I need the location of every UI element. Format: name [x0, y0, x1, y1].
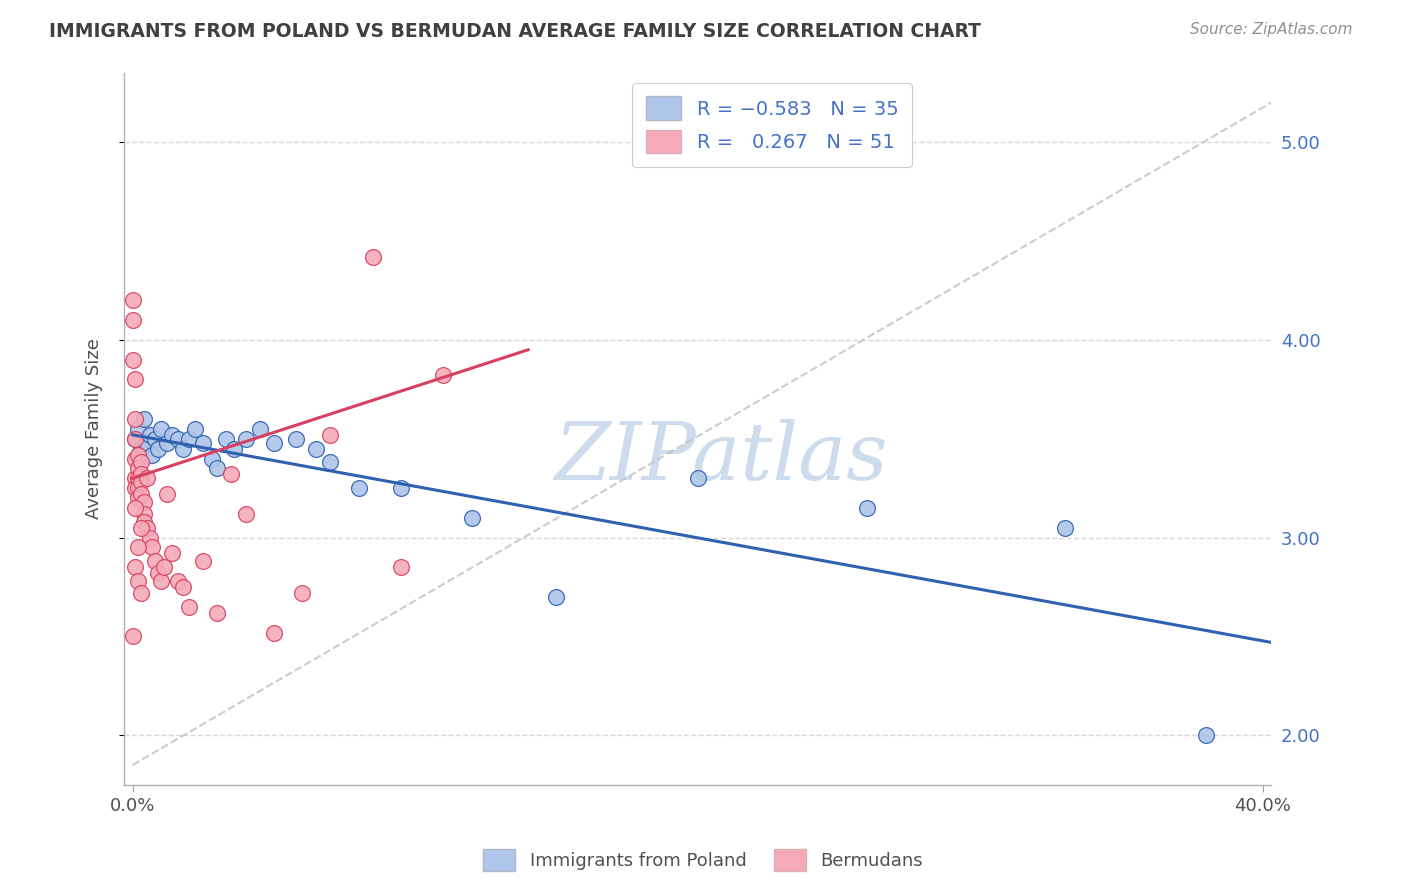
Text: IMMIGRANTS FROM POLAND VS BERMUDAN AVERAGE FAMILY SIZE CORRELATION CHART: IMMIGRANTS FROM POLAND VS BERMUDAN AVERA… — [49, 22, 981, 41]
Point — [124, 432, 146, 446]
Text: Source: ZipAtlas.com: Source: ZipAtlas.com — [1189, 22, 1353, 37]
Point — [389, 560, 412, 574]
Point — [172, 580, 194, 594]
Point — [146, 442, 169, 456]
Point — [149, 574, 172, 588]
Point — [149, 422, 172, 436]
Point — [132, 412, 155, 426]
Point — [319, 455, 342, 469]
Point — [143, 432, 166, 446]
Point — [291, 586, 314, 600]
Point — [546, 590, 568, 604]
Point — [152, 560, 174, 574]
Point — [224, 442, 246, 456]
Point — [141, 448, 163, 462]
Point — [193, 554, 215, 568]
Point — [285, 432, 308, 446]
Point — [127, 471, 149, 485]
Point — [856, 500, 879, 515]
Point — [166, 574, 188, 588]
Point — [129, 467, 152, 482]
Point — [129, 521, 152, 535]
Y-axis label: Average Family Size: Average Family Size — [86, 338, 103, 519]
Point — [1053, 521, 1076, 535]
Point — [135, 521, 157, 535]
Point — [135, 435, 157, 450]
Point — [127, 541, 149, 555]
Point — [127, 448, 149, 462]
Point — [124, 451, 146, 466]
Point — [249, 422, 271, 436]
Point — [138, 531, 160, 545]
Point — [135, 471, 157, 485]
Point — [127, 574, 149, 588]
Point — [179, 432, 201, 446]
Point — [201, 451, 224, 466]
Point — [235, 507, 257, 521]
Point — [129, 586, 152, 600]
Point — [121, 630, 143, 644]
Point — [215, 432, 238, 446]
Point — [263, 435, 285, 450]
Point — [172, 442, 194, 456]
Point — [124, 432, 146, 446]
Point — [124, 500, 146, 515]
Point — [184, 422, 207, 436]
Point — [432, 368, 454, 383]
Point — [141, 541, 163, 555]
Point — [305, 442, 328, 456]
Point — [347, 481, 370, 495]
Point — [207, 606, 229, 620]
Point — [361, 250, 384, 264]
Point — [460, 511, 482, 525]
Point — [129, 475, 152, 490]
Point — [235, 432, 257, 446]
Point — [132, 507, 155, 521]
Point — [129, 487, 152, 501]
Point — [121, 352, 143, 367]
Point — [160, 427, 183, 442]
Point — [179, 599, 201, 614]
Point — [132, 495, 155, 509]
Point — [127, 491, 149, 505]
Point — [155, 435, 177, 450]
Point — [319, 427, 342, 442]
Point — [1195, 728, 1218, 742]
Point — [389, 481, 412, 495]
Legend: Immigrants from Poland, Bermudans: Immigrants from Poland, Bermudans — [475, 842, 931, 879]
Point — [124, 471, 146, 485]
Point — [129, 442, 152, 456]
Point — [121, 293, 143, 308]
Point — [221, 467, 243, 482]
Point — [124, 560, 146, 574]
Point — [127, 461, 149, 475]
Point — [132, 515, 155, 529]
Point — [127, 481, 149, 495]
Point — [207, 461, 229, 475]
Point — [686, 471, 709, 485]
Point — [124, 481, 146, 495]
Point — [121, 313, 143, 327]
Point — [146, 566, 169, 581]
Point — [263, 625, 285, 640]
Legend: R = −0.583   N = 35, R =   0.267   N = 51: R = −0.583 N = 35, R = 0.267 N = 51 — [633, 83, 912, 167]
Point — [124, 412, 146, 426]
Point — [138, 427, 160, 442]
Point — [155, 487, 177, 501]
Point — [193, 435, 215, 450]
Point — [129, 455, 152, 469]
Point — [160, 546, 183, 560]
Text: ZIPatlas: ZIPatlas — [554, 418, 887, 496]
Point — [143, 554, 166, 568]
Point — [127, 422, 149, 436]
Point — [166, 432, 188, 446]
Point — [124, 372, 146, 386]
